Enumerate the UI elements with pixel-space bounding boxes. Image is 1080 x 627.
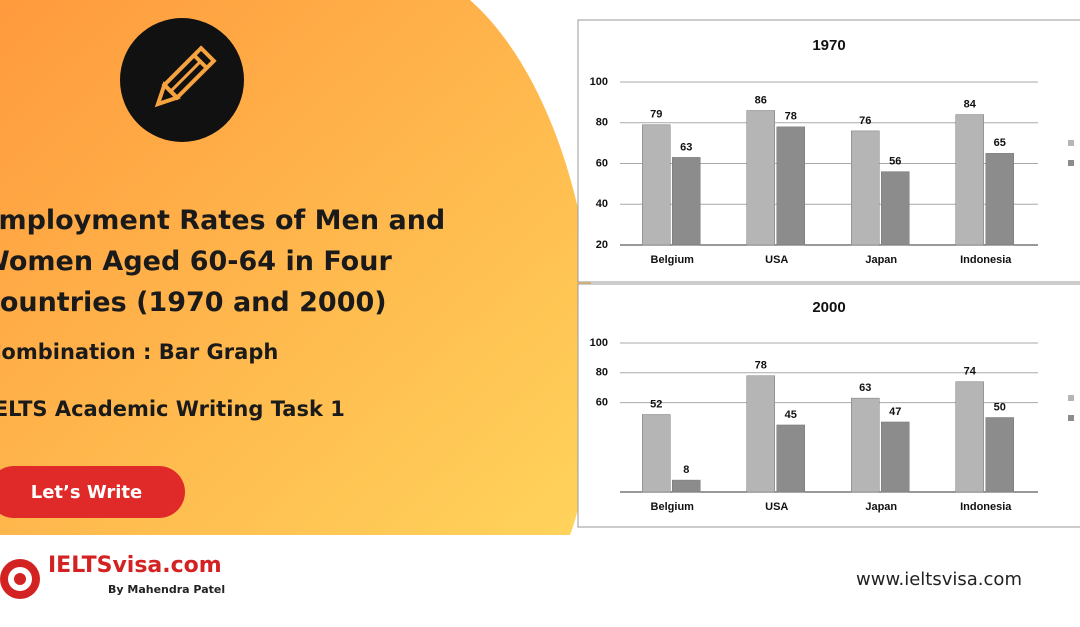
data-label: 50 <box>994 401 1006 413</box>
bar <box>955 114 984 246</box>
bar <box>985 417 1014 493</box>
x-tick-label: Indonesia <box>960 254 1012 266</box>
data-label: 86 <box>755 94 767 106</box>
data-label: 52 <box>650 398 662 410</box>
data-label: 79 <box>650 109 662 121</box>
data-label: 63 <box>859 382 871 394</box>
legend-marker <box>1068 415 1074 421</box>
x-tick-label: USA <box>765 501 788 513</box>
y-tick-label: 60 <box>596 157 608 169</box>
data-label: 56 <box>889 156 901 168</box>
bar <box>955 381 984 493</box>
data-label: 65 <box>994 137 1006 149</box>
data-label: 63 <box>680 141 692 153</box>
data-label: 78 <box>755 360 767 372</box>
data-label: 47 <box>889 406 901 418</box>
title: Employment Rates of Men and Women Aged 6… <box>0 205 446 318</box>
bar <box>746 375 775 493</box>
bar <box>746 110 775 246</box>
logo-name: IELTSvisa.com <box>48 553 222 578</box>
y-tick-label: 60 <box>596 397 608 409</box>
x-tick-label: USA <box>765 254 788 266</box>
lets-write-button[interactable]: Let’s Write <box>0 466 185 518</box>
y-tick-label: 20 <box>596 239 608 251</box>
pencil-icon <box>154 45 217 108</box>
x-tick-label: Belgium <box>651 254 695 266</box>
logo-icon <box>0 559 40 599</box>
data-label: 78 <box>785 111 797 123</box>
y-tick-label: 80 <box>596 117 608 129</box>
y-tick-label: 100 <box>590 76 608 88</box>
chart-title: 2000 <box>812 299 845 316</box>
x-tick-label: Indonesia <box>960 501 1012 513</box>
legend-marker <box>1068 140 1074 146</box>
data-label: 76 <box>859 115 871 127</box>
bar <box>672 157 701 246</box>
bar <box>776 424 805 493</box>
charts: 1970 20 40 60 80 100 Belgium 79 63 USA 86 78 Japan 76… <box>577 19 1080 528</box>
banner-shape <box>0 0 596 535</box>
bar <box>642 124 671 246</box>
bar <box>776 126 805 246</box>
bar <box>642 414 671 493</box>
bar <box>881 171 910 246</box>
banner-background <box>0 0 596 535</box>
x-tick-label: Japan <box>865 254 897 266</box>
legend-marker <box>1068 160 1074 166</box>
data-label: 8 <box>683 464 689 476</box>
bar <box>881 421 910 493</box>
data-label: 74 <box>964 366 977 378</box>
y-tick-label: 100 <box>590 337 608 349</box>
chart-title: 1970 <box>812 37 845 54</box>
legend-marker <box>1068 395 1074 401</box>
website-url: www.ieltsvisa.com <box>856 569 1022 590</box>
x-tick-label: Japan <box>865 501 897 513</box>
bar <box>851 130 880 246</box>
data-label: 84 <box>964 99 977 111</box>
task-label: IELTS Academic Writing Task 1 <box>0 397 345 421</box>
data-label: 45 <box>785 409 797 421</box>
bar <box>985 153 1014 246</box>
y-tick-label: 40 <box>596 198 608 210</box>
x-tick-label: Belgium <box>651 501 695 513</box>
y-tick-label: 80 <box>596 367 608 379</box>
bar <box>851 397 880 493</box>
subtitle: Combination : Bar Graph <box>0 340 279 364</box>
logo-byline: By Mahendra Patel <box>108 583 226 596</box>
bar <box>672 479 701 493</box>
